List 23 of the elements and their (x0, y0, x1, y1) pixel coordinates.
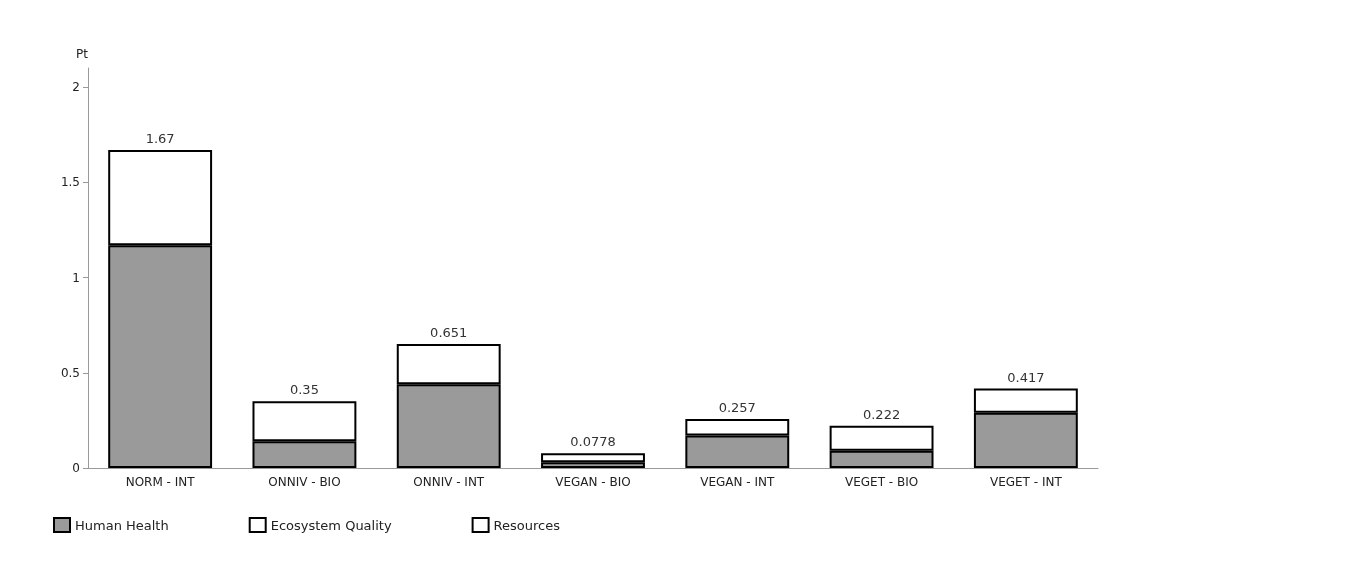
y-tick-label: 0 (72, 461, 80, 475)
y-tick-label: 0.5 (60, 365, 80, 380)
legend-label: Ecosystem Quality (270, 517, 392, 533)
total-label: 1.67 (145, 130, 175, 146)
x-tick-label: VEGAN - INT (700, 475, 775, 489)
y-tick-label: 2 (72, 80, 80, 95)
x-tick-label: VEGET - BIO (844, 475, 919, 489)
total-label: 0.0778 (570, 434, 616, 450)
x-tick-label: ONNIV - INT (413, 475, 485, 489)
total-label: 0.257 (718, 400, 756, 416)
x-tick-label: VEGET - INT (989, 475, 1063, 489)
y-tick-label: 1.5 (60, 175, 80, 190)
y-tick-label: 1 (72, 270, 80, 285)
total-label: 0.35 (289, 382, 319, 398)
y-axis-title: Pt (76, 47, 89, 61)
total-label: 0.222 (862, 406, 901, 422)
x-tick-label: VEGAN - BIO (555, 475, 631, 489)
legend-label: Resources (493, 517, 561, 533)
total-label: 0.417 (1007, 369, 1045, 385)
x-tick-label: NORM - INT (125, 475, 196, 489)
x-tick-label: ONNIV - BIO (268, 475, 341, 489)
total-label: 0.651 (430, 325, 468, 340)
legend-label: Human Health (75, 517, 169, 533)
